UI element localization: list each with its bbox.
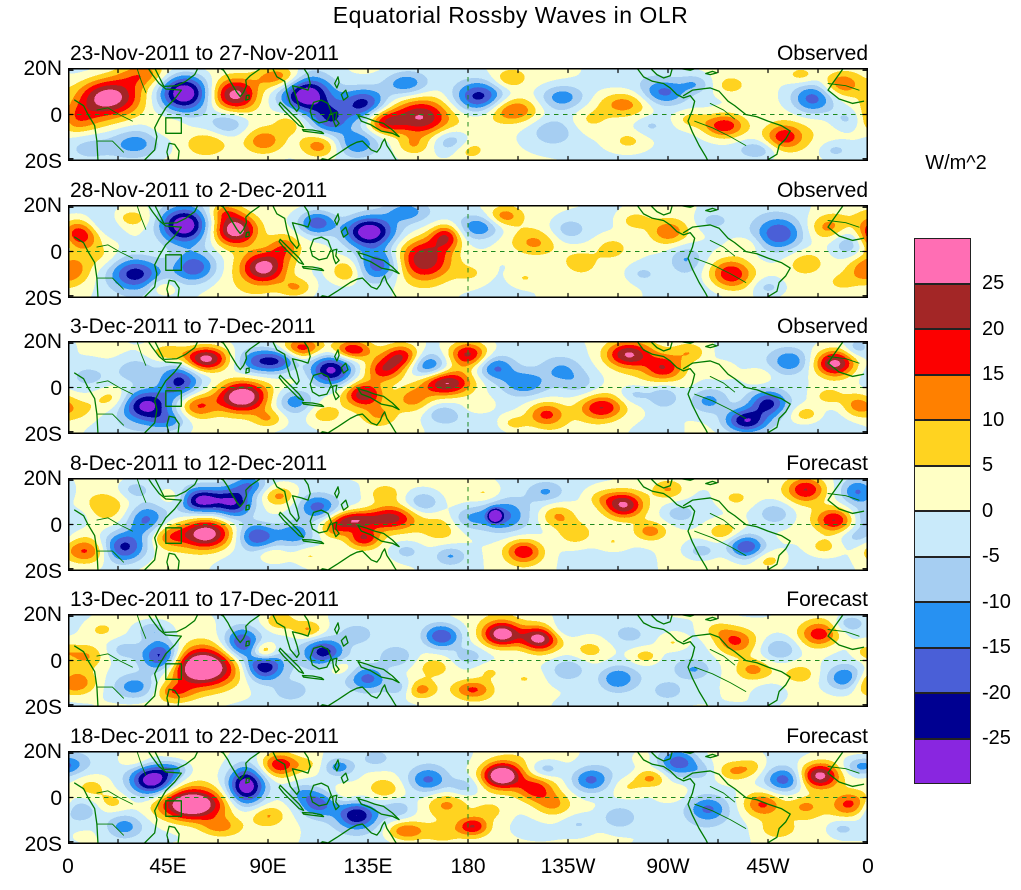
- map-canvas: [68, 205, 868, 298]
- x-axis-tick-label: 180: [450, 855, 486, 878]
- colorbar-cell: [914, 647, 971, 693]
- y-axis-label-20s: 20S: [24, 423, 62, 446]
- y-axis-label-eq: 0: [50, 241, 62, 264]
- y-axis-label-20s: 20S: [24, 696, 62, 719]
- colorbar-tick-label: -20: [982, 682, 1011, 704]
- panel-source-label: Forecast: [786, 588, 868, 611]
- y-axis-label-20s: 20S: [24, 150, 62, 173]
- panel-date-label: 3-Dec-2011 to 7-Dec-2011: [70, 315, 316, 338]
- panel-source-label: Observed: [776, 42, 868, 65]
- colorbar-tick-label: 15: [982, 363, 1005, 385]
- y-axis-label-20n: 20N: [23, 603, 62, 626]
- x-axis-tick-label: 0: [62, 855, 74, 878]
- y-axis-label-eq: 0: [50, 377, 62, 400]
- y-axis-label-20s: 20S: [24, 287, 62, 310]
- y-axis-label-20n: 20N: [23, 467, 62, 490]
- colorbar-tick-label: 25: [982, 272, 1005, 294]
- panel-2: 28-Nov-2011 to 2-Dec-2011 Observed 20N 0…: [23, 179, 868, 310]
- x-axis-tick-label: 45E: [149, 855, 187, 878]
- panel-source-label: Observed: [776, 179, 868, 202]
- colorbar-cell: [914, 283, 971, 329]
- map-canvas: [68, 68, 868, 161]
- colorbar-cell: [914, 329, 971, 375]
- panel-date-label: 13-Dec-2011 to 17-Dec-2011: [70, 588, 339, 611]
- colorbar-unit-label: W/m^2: [925, 152, 987, 174]
- y-axis-label-20n: 20N: [23, 740, 62, 763]
- colorbar-tick-label: 20: [982, 318, 1005, 340]
- panel-source-label: Forecast: [786, 452, 868, 475]
- x-axis-tick-label: 90E: [249, 855, 287, 878]
- map-canvas: [68, 614, 868, 707]
- panel-date-label: 8-Dec-2011 to 12-Dec-2011: [70, 452, 328, 475]
- y-axis-label-eq: 0: [50, 650, 62, 673]
- colorbar-cell: [914, 738, 971, 784]
- colorbar-tick-label: -5: [982, 545, 1000, 567]
- x-axis: 0 45E 90E 135E 180 135W 90W 45W 0: [0, 855, 1021, 885]
- panel-5: 13-Dec-2011 to 17-Dec-2011 Forecast 20N …: [23, 588, 868, 719]
- map-canvas: [68, 478, 868, 571]
- y-axis-label-20n: 20N: [23, 57, 62, 80]
- colorbar-tick-label: -10: [982, 591, 1011, 613]
- y-axis-label-eq: 0: [50, 787, 62, 810]
- colorbar-tick-label: -25: [982, 727, 1011, 749]
- y-axis-label-20s: 20S: [24, 833, 62, 856]
- panel-source-label: Observed: [776, 315, 868, 338]
- colorbar-tick-label: 10: [982, 409, 1005, 431]
- x-axis-tick-label: 45W: [746, 855, 790, 878]
- panel-source-label: Forecast: [786, 725, 868, 748]
- colorbar-cell: [914, 420, 971, 466]
- panel-date-label: 18-Dec-2011 to 22-Dec-2011: [70, 725, 339, 748]
- colorbar-cell: [914, 511, 971, 557]
- colorbar-tick-label: -15: [982, 636, 1011, 658]
- colorbar-cell: [914, 556, 971, 602]
- map-canvas: [68, 751, 868, 844]
- y-axis-label-eq: 0: [50, 104, 62, 127]
- page-title: Equatorial Rossby Waves in OLR: [332, 2, 689, 28]
- colorbar-cell: [914, 374, 971, 420]
- colorbar-tick-label: 0: [982, 500, 994, 522]
- x-axis-tick-label: 90W: [646, 855, 690, 878]
- panel-3: 3-Dec-2011 to 7-Dec-2011 Observed 20N 0 …: [23, 315, 868, 446]
- colorbar-cell: [914, 602, 971, 648]
- colorbar-cell: [914, 238, 971, 284]
- colorbar-cell: [914, 465, 971, 511]
- panel-4: 8-Dec-2011 to 12-Dec-2011 Forecast 20N 0…: [23, 452, 868, 583]
- x-axis-tick-label: 135W: [540, 855, 596, 878]
- y-axis-label-20n: 20N: [23, 194, 62, 217]
- colorbar-cell: [914, 693, 971, 739]
- colorbar: [914, 238, 971, 784]
- panel-date-label: 23-Nov-2011 to 27-Nov-2011: [70, 42, 339, 65]
- panel-1: 23-Nov-2011 to 27-Nov-2011 Observed 20N …: [23, 42, 868, 173]
- map-canvas: [68, 341, 868, 434]
- panel-6: 18-Dec-2011 to 22-Dec-2011 Forecast 20N …: [23, 725, 868, 856]
- colorbar-tick-label: 5: [982, 454, 994, 476]
- panel-date-label: 28-Nov-2011 to 2-Dec-2011: [70, 179, 328, 202]
- y-axis-label-20s: 20S: [24, 560, 62, 583]
- y-axis-label-eq: 0: [50, 514, 62, 537]
- x-axis-tick-label: 0: [862, 855, 874, 878]
- y-axis-label-20n: 20N: [23, 330, 62, 353]
- x-axis-tick-label: 135E: [343, 855, 393, 878]
